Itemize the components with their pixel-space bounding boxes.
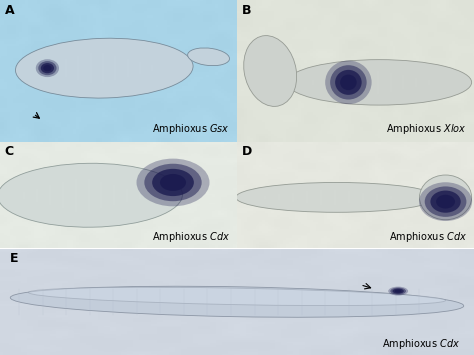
Ellipse shape <box>436 195 455 208</box>
Ellipse shape <box>425 186 466 217</box>
Ellipse shape <box>340 75 356 90</box>
Ellipse shape <box>36 59 59 77</box>
Text: Amphioxus $\it{Gsx}$: Amphioxus $\it{Gsx}$ <box>152 122 230 136</box>
Ellipse shape <box>137 159 210 206</box>
Ellipse shape <box>41 63 54 73</box>
Text: D: D <box>242 145 252 158</box>
Text: Amphioxus $\it{Cdx}$: Amphioxus $\it{Cdx}$ <box>382 337 460 351</box>
Ellipse shape <box>160 174 186 191</box>
Ellipse shape <box>394 290 401 293</box>
Ellipse shape <box>0 163 182 227</box>
Ellipse shape <box>419 175 472 220</box>
Ellipse shape <box>16 38 193 98</box>
Text: Amphioxus $\it{Cdx}$: Amphioxus $\it{Cdx}$ <box>152 230 230 244</box>
Text: B: B <box>242 4 251 17</box>
Ellipse shape <box>430 191 461 213</box>
Ellipse shape <box>144 164 201 201</box>
Ellipse shape <box>325 60 372 104</box>
Text: E: E <box>9 252 18 265</box>
Ellipse shape <box>287 60 472 105</box>
Ellipse shape <box>330 65 367 99</box>
Ellipse shape <box>388 286 408 296</box>
Ellipse shape <box>392 289 404 294</box>
Ellipse shape <box>38 61 56 75</box>
Text: C: C <box>5 145 14 158</box>
Text: Amphioxus $\it{Xlox}$: Amphioxus $\it{Xlox}$ <box>386 122 467 136</box>
Ellipse shape <box>390 288 406 295</box>
Text: Amphioxus $\it{Cdx}$: Amphioxus $\it{Cdx}$ <box>389 230 467 244</box>
Text: A: A <box>5 4 14 17</box>
Ellipse shape <box>244 36 297 106</box>
Ellipse shape <box>419 182 472 221</box>
Ellipse shape <box>28 287 446 306</box>
Ellipse shape <box>10 286 464 317</box>
Ellipse shape <box>236 182 437 212</box>
Ellipse shape <box>43 65 52 71</box>
Ellipse shape <box>152 169 194 196</box>
Ellipse shape <box>188 48 229 66</box>
Ellipse shape <box>335 70 362 95</box>
